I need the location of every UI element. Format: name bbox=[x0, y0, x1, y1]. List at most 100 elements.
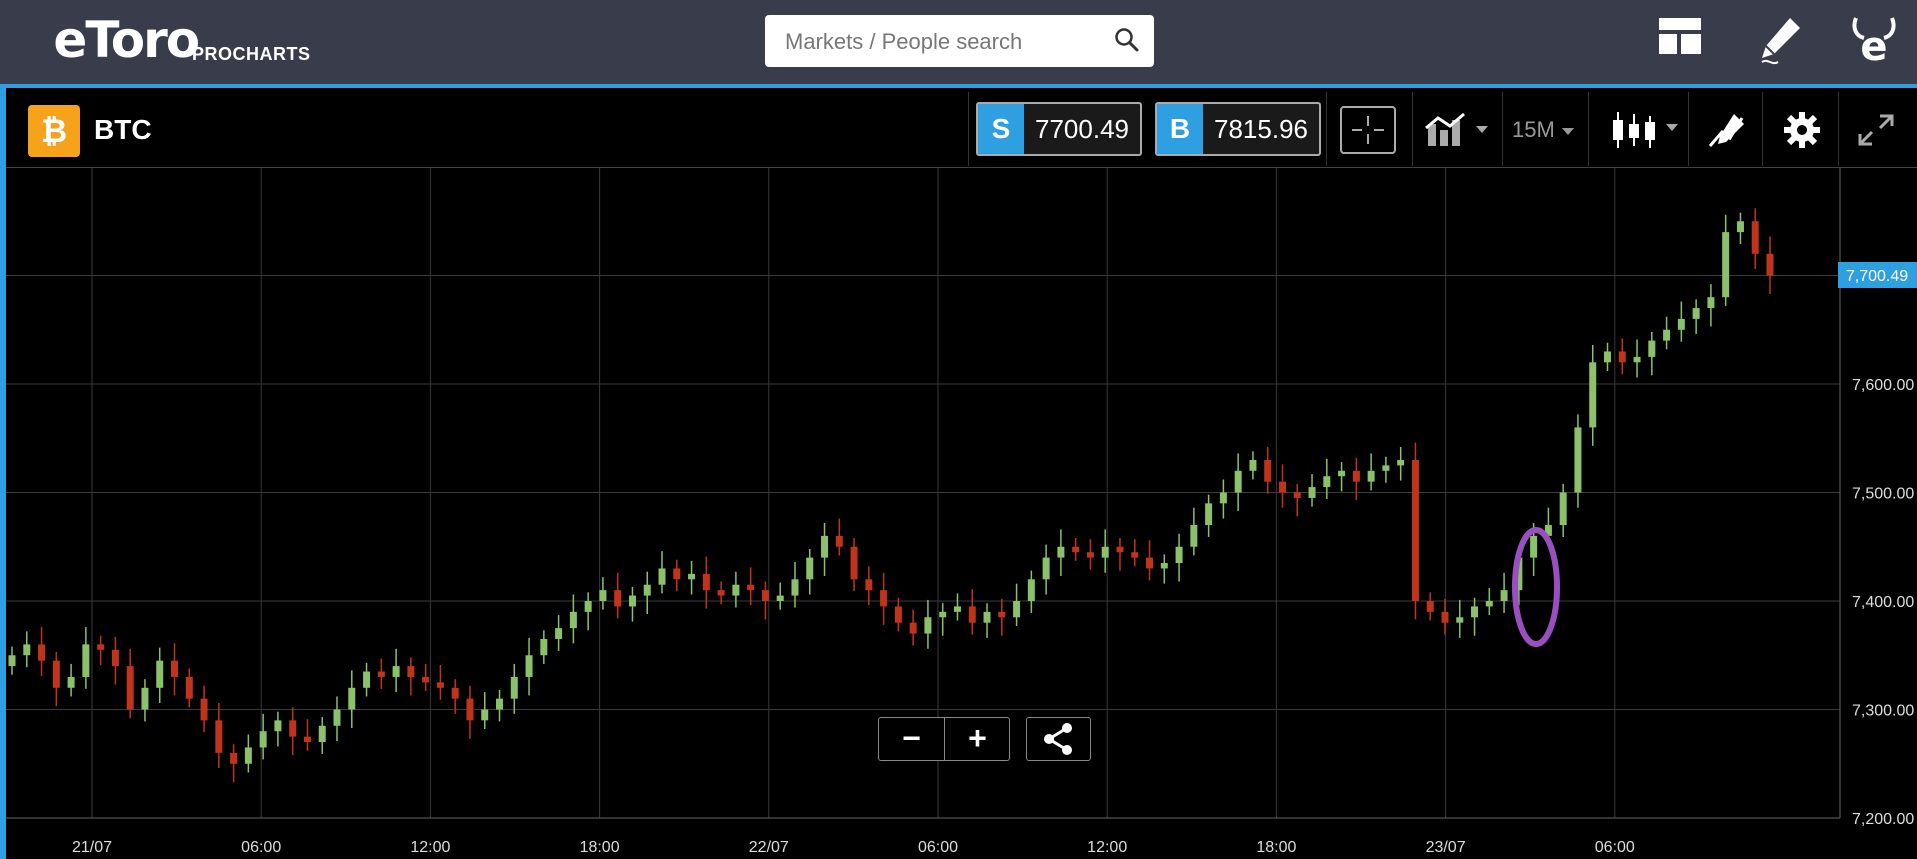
sell-button[interactable]: S 7700.49 bbox=[976, 102, 1142, 156]
candle-body bbox=[555, 628, 563, 639]
y-tick-label: 7,500.00 bbox=[1852, 486, 1914, 503]
x-tick-label: 12:00 bbox=[1087, 839, 1127, 856]
share-icon bbox=[1044, 723, 1072, 755]
candle-body bbox=[510, 676, 518, 699]
zoom-in-button[interactable]: + bbox=[968, 720, 987, 756]
candle-body bbox=[377, 671, 385, 677]
zoom-controls: − + bbox=[878, 717, 1010, 761]
candle-body bbox=[1736, 221, 1744, 233]
sell-price: 7700.49 bbox=[1035, 114, 1129, 144]
search-icon[interactable] bbox=[1114, 27, 1140, 58]
buy-button[interactable]: B 7815.96 bbox=[1155, 102, 1321, 156]
candle-body bbox=[466, 698, 474, 721]
x-tick-label: 22/07 bbox=[749, 839, 789, 856]
candle-body bbox=[1426, 601, 1434, 612]
candle-body bbox=[52, 660, 60, 688]
candle-body bbox=[821, 535, 829, 558]
candle-body bbox=[97, 644, 105, 650]
y-axis: 7,200.00 7,300.00 7,400.00 7,500.00 7,600.00 bbox=[1852, 377, 1914, 828]
x-tick-label: 23/07 bbox=[1426, 839, 1466, 856]
candle-body bbox=[171, 660, 179, 677]
etoro-logo[interactable]: eToro bbox=[38, 11, 200, 69]
search-box[interactable] bbox=[765, 15, 1154, 69]
candle-body bbox=[1500, 590, 1508, 601]
candle-body bbox=[1692, 308, 1700, 319]
search-input[interactable] bbox=[783, 15, 1107, 69]
crosshair-icon[interactable] bbox=[1340, 106, 1396, 182]
candle-body bbox=[333, 709, 341, 726]
indicators-icon[interactable] bbox=[1424, 110, 1492, 186]
candle-body bbox=[643, 584, 651, 596]
instrument-symbol: BTC bbox=[94, 114, 152, 145]
candle-body bbox=[880, 590, 888, 607]
candle-body bbox=[1456, 617, 1464, 623]
candle-body bbox=[156, 660, 164, 688]
candle-body bbox=[1471, 606, 1479, 618]
candle-body bbox=[1618, 351, 1626, 363]
procharts-label: PROCHARTS bbox=[192, 44, 311, 64]
candle-body bbox=[673, 568, 681, 580]
candle-body bbox=[628, 595, 636, 607]
candle-body bbox=[540, 638, 548, 656]
candle-body bbox=[392, 666, 400, 677]
candle-body bbox=[1072, 546, 1080, 553]
current-price-label: 7,700.49 bbox=[1846, 268, 1908, 285]
share-button[interactable] bbox=[1026, 717, 1091, 761]
candle-body bbox=[702, 573, 710, 591]
candle-body bbox=[1648, 340, 1656, 357]
candle-body bbox=[806, 557, 814, 580]
candle-body bbox=[318, 725, 326, 743]
candle-body bbox=[141, 687, 149, 710]
x-axis: 21/07 06:00 12:00 18:00 22/07 06:00 12:00 18:00… bbox=[72, 839, 1635, 856]
candle-body bbox=[436, 682, 444, 688]
timeframe-selector[interactable]: 15M bbox=[1512, 117, 1575, 193]
candle-type-icon[interactable] bbox=[1610, 110, 1682, 186]
candle-body bbox=[1515, 557, 1523, 591]
candle-body bbox=[1013, 601, 1021, 618]
candle-body bbox=[1042, 557, 1050, 580]
candle-body bbox=[569, 611, 577, 629]
candle-body bbox=[259, 731, 267, 748]
candle-body bbox=[82, 644, 90, 677]
candle-body bbox=[1574, 427, 1582, 493]
top-bar-accent-line bbox=[0, 84, 1917, 88]
drawing-tools-icon[interactable] bbox=[1706, 110, 1746, 186]
candle-body bbox=[894, 606, 902, 623]
candle-body bbox=[983, 611, 991, 623]
candle-body bbox=[422, 676, 430, 683]
candle-body bbox=[1722, 232, 1730, 298]
candle-body bbox=[1086, 552, 1094, 558]
candle-body bbox=[924, 617, 932, 634]
y-tick-label: 7,200.00 bbox=[1852, 811, 1914, 828]
candle-body bbox=[1160, 563, 1168, 569]
settings-gear-icon[interactable] bbox=[1782, 110, 1822, 186]
candle-body bbox=[1441, 611, 1449, 623]
layout-icon[interactable] bbox=[1658, 16, 1702, 61]
candle-body bbox=[1382, 465, 1390, 471]
etoro-user-icon[interactable]: e bbox=[1850, 14, 1898, 71]
candle-body bbox=[614, 590, 622, 607]
toolbar-separator bbox=[1762, 92, 1763, 166]
candle-body bbox=[1308, 487, 1316, 498]
candle-body bbox=[407, 666, 415, 677]
toolbar-separator bbox=[1688, 92, 1689, 166]
candle-body bbox=[658, 568, 666, 585]
x-tick-label: 06:00 bbox=[241, 839, 281, 856]
coin-glyph: ₿ bbox=[40, 113, 68, 149]
candle-body bbox=[67, 676, 75, 688]
candle-body bbox=[481, 709, 489, 721]
candle-body bbox=[38, 644, 46, 661]
candle-body bbox=[303, 736, 311, 743]
candle-body bbox=[1219, 492, 1227, 504]
fullscreen-icon[interactable] bbox=[1856, 112, 1896, 188]
candle-body bbox=[968, 606, 976, 623]
logo-text: eToro bbox=[53, 11, 200, 69]
candle-body bbox=[953, 606, 961, 612]
candle-body bbox=[1338, 470, 1346, 477]
candle-body bbox=[865, 579, 873, 591]
pencil-icon[interactable] bbox=[1756, 16, 1802, 73]
candle-body bbox=[688, 573, 696, 580]
zoom-out-button[interactable]: − bbox=[879, 718, 945, 760]
candle-body bbox=[1190, 525, 1198, 547]
